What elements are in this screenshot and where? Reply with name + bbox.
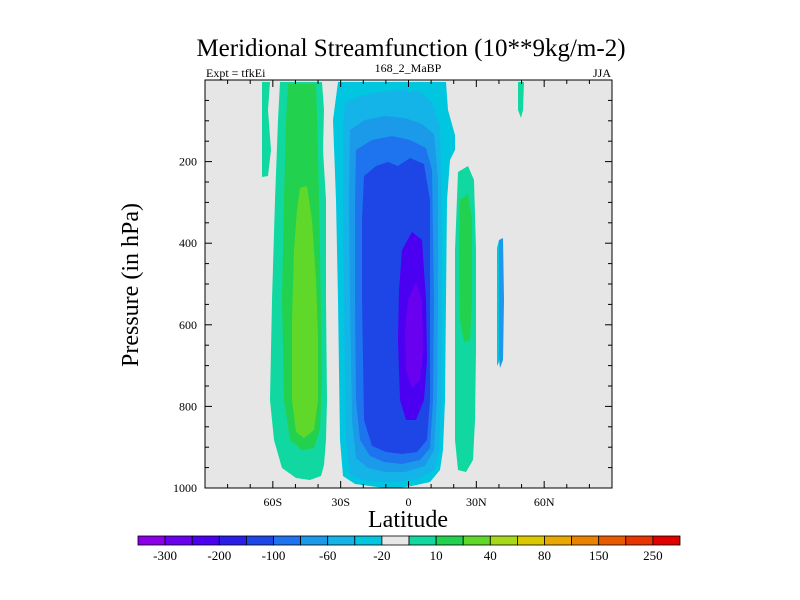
contour-regions xyxy=(262,82,524,488)
y-tick-label: 1000 xyxy=(173,481,197,495)
colorbar-swatch xyxy=(625,535,654,546)
colorbar-label: 80 xyxy=(538,548,551,563)
colorbar-swatch xyxy=(462,535,491,546)
x-tick-label: 60S xyxy=(263,495,282,509)
colorbar-swatch xyxy=(137,535,166,546)
colorbar-label: -200 xyxy=(207,548,231,563)
colorbar-swatch xyxy=(164,535,193,546)
colorbar-swatch xyxy=(544,535,573,546)
y-tick-label: 400 xyxy=(179,236,197,250)
colorbar-label: 150 xyxy=(589,548,609,563)
colorbar-label: 250 xyxy=(643,548,663,563)
colorbar-swatch xyxy=(273,535,302,546)
colorbar-labels: -300 -200 -100 -60 -20 10 40 80 150 250 xyxy=(153,548,662,563)
y-axis-label: Pressure (in hPa) xyxy=(118,203,144,367)
x-tick-label: 30S xyxy=(331,495,350,509)
contour-south-outer xyxy=(262,82,271,177)
subtitle-left: Expt = tfkEi xyxy=(206,66,266,80)
x-tick-label: 0 xyxy=(406,495,412,509)
contour-north-pos-strip xyxy=(518,82,524,118)
colorbar xyxy=(137,535,681,546)
colorbar-label: -20 xyxy=(373,548,390,563)
colorbar-swatch xyxy=(327,535,356,546)
colorbar-swatch xyxy=(245,535,274,546)
colorbar-swatch xyxy=(489,535,518,546)
chart-title: Meridional Streamfunction (10**9kg/m-2) xyxy=(196,35,625,62)
colorbar-swatch xyxy=(300,535,329,546)
colorbar-swatch xyxy=(652,535,681,546)
axis-tick-labels: 60S 30S 0 30N 60N 200 400 600 800 1000 xyxy=(173,155,555,509)
colorbar-label: 10 xyxy=(430,548,443,563)
colorbar-label: -300 xyxy=(153,548,177,563)
x-tick-label: 60N xyxy=(534,495,555,509)
colorbar-label: -60 xyxy=(319,548,336,563)
colorbar-swatch xyxy=(191,535,220,546)
y-tick-label: 800 xyxy=(179,399,197,413)
contour-north-neg-strip xyxy=(498,238,504,368)
colorbar-swatch xyxy=(354,535,383,546)
colorbar-swatch xyxy=(435,535,464,546)
contour-south-cell-80 xyxy=(292,186,318,438)
x-tick-label: 30N xyxy=(466,495,487,509)
colorbar-swatch xyxy=(598,535,627,546)
colorbar-label: 40 xyxy=(484,548,497,563)
colorbar-swatch xyxy=(571,535,600,546)
colorbar-swatch xyxy=(517,535,545,546)
x-axis-label: Latitude xyxy=(368,507,448,533)
subtitle-right: JJA xyxy=(593,66,611,80)
y-tick-label: 600 xyxy=(179,318,197,332)
colorbar-label: -100 xyxy=(262,548,286,563)
colorbar-swatch xyxy=(218,535,247,546)
y-tick-label: 200 xyxy=(179,155,197,169)
colorbar-swatch xyxy=(381,535,410,546)
contour-north-cell-40 xyxy=(459,194,472,342)
subtitle-center: 168_2_MaBP xyxy=(375,61,442,75)
axis-ticks xyxy=(205,80,612,489)
contour-center-cell-300 xyxy=(405,282,423,388)
colorbar-swatch xyxy=(408,535,437,546)
contour-north-neg-strip-outer xyxy=(497,240,499,366)
